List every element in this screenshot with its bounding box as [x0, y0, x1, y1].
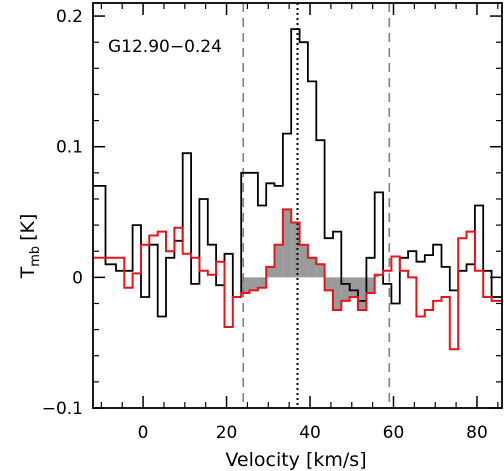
- y-tick-label: 0.1: [56, 138, 83, 158]
- shaded-bin: [332, 277, 342, 311]
- series-group: [93, 28, 502, 351]
- chart-title: G12.90−0.24: [108, 37, 222, 57]
- shaded-bin: [282, 209, 292, 278]
- y-axis-label-unit: [K]: [17, 214, 39, 241]
- shaded-bin: [291, 222, 300, 278]
- shaded-bin: [257, 277, 267, 288]
- shaded-bin: [366, 277, 375, 294]
- shaded-bin: [374, 274, 379, 278]
- x-tick-label: 80: [466, 423, 488, 443]
- y-tick-label: 0.2: [56, 7, 83, 27]
- x-tick-label: 20: [216, 423, 238, 443]
- shaded-bin: [324, 277, 333, 291]
- shaded-bin: [241, 277, 250, 294]
- ticks-group: 0 20 40 60 80 −0.1 0 0.1 0.2: [42, 3, 502, 443]
- y-tick-label: 0: [72, 268, 83, 288]
- series-line-black: [93, 28, 502, 318]
- shaded-bin: [249, 277, 258, 291]
- shaded-bin: [341, 277, 350, 301]
- y-axis-label: Tmb [K]: [17, 214, 43, 280]
- shaded-bin: [307, 257, 317, 278]
- y-axis-label-main: T: [17, 266, 39, 279]
- vertical-lines: [242, 3, 391, 408]
- shaded-bin: [299, 244, 308, 278]
- shaded-bin: [316, 264, 325, 278]
- shaded-bin: [358, 277, 367, 311]
- y-axis-label-sub: mb: [28, 246, 43, 267]
- x-tick-label: 40: [299, 423, 321, 443]
- x-tick-label: 60: [383, 423, 405, 443]
- y-tick-label: −0.1: [42, 399, 83, 419]
- axis-frame: [92, 2, 503, 409]
- x-tick-label: 0: [138, 423, 149, 443]
- shaded-bin: [274, 244, 283, 278]
- shaded-bin: [266, 266, 275, 278]
- shaded-bin: [349, 277, 359, 297]
- shaded-area: [241, 209, 379, 311]
- svg-text:Tmb[K]: Tmb [K]: [17, 214, 43, 280]
- plot-frame: [92, 2, 503, 409]
- series-line-red: [93, 208, 502, 351]
- x-axis-label: Velocity [km/s]: [225, 449, 366, 471]
